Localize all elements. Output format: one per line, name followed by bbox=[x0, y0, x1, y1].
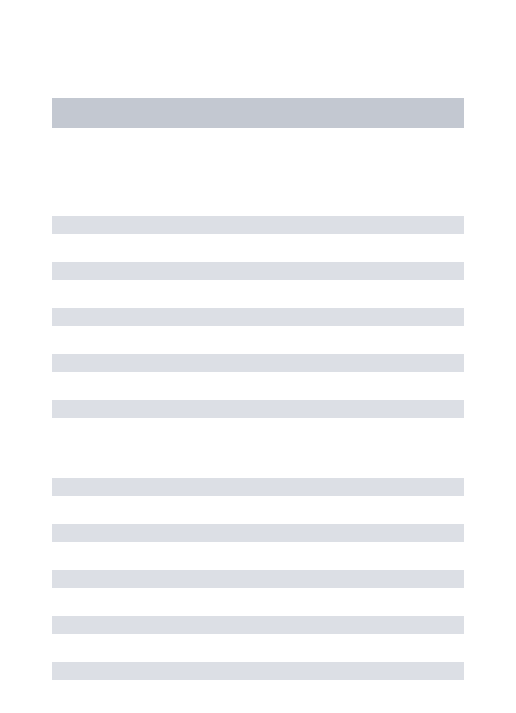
skeleton-line bbox=[52, 570, 464, 588]
skeleton-line bbox=[52, 400, 464, 418]
skeleton-spacer bbox=[52, 418, 464, 478]
skeleton-line bbox=[52, 616, 464, 634]
skeleton-line bbox=[52, 308, 464, 326]
skeleton-title-bar bbox=[52, 98, 464, 128]
skeleton-line bbox=[52, 524, 464, 542]
skeleton-line-group-1 bbox=[52, 216, 464, 418]
skeleton-line bbox=[52, 354, 464, 372]
skeleton-page bbox=[0, 0, 516, 713]
skeleton-line bbox=[52, 262, 464, 280]
skeleton-line bbox=[52, 216, 464, 234]
skeleton-line-group-2 bbox=[52, 478, 464, 680]
skeleton-line bbox=[52, 478, 464, 496]
skeleton-line bbox=[52, 662, 464, 680]
